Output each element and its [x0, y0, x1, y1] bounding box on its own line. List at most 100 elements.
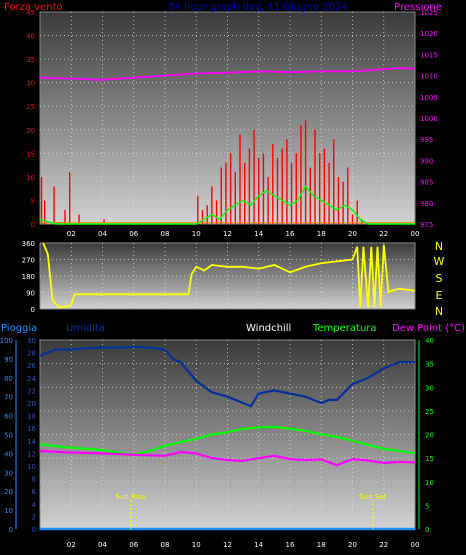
wind-x-ticks: 02 04 06 08 10 12 14 16 18 20 22 00 — [67, 230, 420, 238]
direction-tick-label: 360 — [22, 240, 35, 248]
temperature-tick-label: 40 — [425, 337, 434, 345]
rain-tick-label: 70 — [4, 394, 13, 402]
temperature-tick-label: 0 — [425, 526, 429, 534]
wind-tick-label: 25 — [26, 103, 35, 111]
rain-tick-label: 20 — [4, 488, 13, 496]
temperature-line — [39, 425, 416, 456]
gust-line — [39, 185, 415, 225]
x-tick-label: 06 — [129, 541, 138, 549]
humidity-tick-label: 30 — [27, 337, 36, 345]
sunrise-label: Sun Rise — [115, 493, 145, 501]
wind-bars — [40, 120, 363, 224]
direction-line — [42, 242, 416, 309]
temperature-tick-label: 25 — [425, 408, 434, 416]
sunset-label: Sun Set — [359, 493, 386, 501]
x-tick-label: 12 — [223, 541, 232, 549]
pressure-tick-label: 990 — [420, 157, 433, 165]
wind-grid — [40, 12, 415, 224]
x-tick-label: 14 — [254, 541, 263, 549]
rain-tick-label: 10 — [4, 507, 13, 515]
sun-markers: Sun Rise Sun Set — [115, 493, 387, 529]
rain-tick-label: 100 — [0, 337, 13, 345]
wind-tick-label: 40 — [26, 33, 35, 41]
wind-tick-label: 45 — [26, 9, 35, 17]
rain-axis-title: Pioggia — [1, 323, 37, 334]
direction-line — [42, 242, 416, 309]
x-tick-label: 10 — [192, 541, 201, 549]
x-tick-label: 16 — [286, 230, 295, 238]
temp-lines — [39, 345, 416, 531]
x-tick-label: 12 — [223, 230, 232, 238]
pressure-y-ticks: 975 980 985 990 995 1000 1005 1010 1015 1020 1025 — [420, 9, 438, 229]
direction-tick-label: 270 — [22, 257, 35, 265]
x-tick-label: 02 — [67, 230, 76, 238]
wind-tick-label: 5 — [31, 197, 35, 205]
rain-tick-label: 90 — [4, 356, 13, 364]
rain-tick-label: 60 — [4, 413, 13, 421]
pressure-axis-title: Pressione — [394, 2, 442, 13]
x-tick-label: 04 — [98, 230, 107, 238]
chart-title: 24 hour graph day, 11 Giugno 2024 — [168, 2, 347, 13]
temperature-tick-label: 5 — [425, 502, 429, 510]
humidity-tick-label: 14 — [27, 438, 36, 446]
pressure-line — [39, 67, 416, 81]
compass-label: S — [436, 272, 443, 285]
pressure-tick-label: 985 — [420, 179, 433, 187]
humidity-tick-label: 12 — [27, 450, 36, 458]
humidity-axis-title: Umidita — [66, 323, 105, 334]
temperature-y-ticks: 0 5 10 15 20 25 30 35 40 — [418, 337, 434, 534]
rain-tick-label: 30 — [4, 469, 13, 477]
pressure-tick-label: 995 — [420, 136, 433, 144]
pressure-tick-label: 1005 — [420, 94, 438, 102]
compass-label: N — [435, 240, 443, 253]
x-tick-label: 02 — [67, 541, 76, 549]
humidity-tick-label: 0 — [32, 526, 36, 534]
humidity-tick-label: 24 — [27, 375, 36, 383]
wind-y-ticks: 0 5 10 15 20 25 30 35 40 45 — [26, 9, 35, 229]
humidity-tick-label: 8 — [32, 476, 36, 484]
rain-tick-label: 40 — [4, 450, 13, 458]
rain-y-ticks: 0 10 20 30 40 50 60 70 80 90 100 — [0, 337, 17, 534]
pressure-tick-label: 1020 — [420, 30, 438, 38]
direction-y-ticks: 0 90 180 270 360 — [22, 240, 35, 314]
x-tick-label: 20 — [348, 541, 357, 549]
wind-tick-label: 30 — [26, 80, 35, 88]
dewpoint-line — [39, 449, 416, 467]
compass-label: N — [435, 305, 443, 318]
temperature-tick-label: 15 — [425, 455, 434, 463]
x-tick-label: 08 — [161, 230, 170, 238]
wind-tick-label: 15 — [26, 150, 35, 158]
temperature-tick-label: 10 — [425, 479, 434, 487]
humidity-tick-label: 18 — [27, 413, 36, 421]
wind-lines — [39, 67, 416, 225]
x-tick-label: 18 — [317, 541, 326, 549]
humidity-tick-label: 20 — [27, 400, 36, 408]
direction-tick-label: 180 — [22, 273, 35, 281]
wind-tick-label: 10 — [26, 174, 35, 182]
temp-x-ticks: 02 04 06 08 10 12 14 16 18 20 22 00 — [67, 541, 420, 549]
wind-tick-label: 20 — [26, 127, 35, 135]
wind-tick-label: 35 — [26, 56, 35, 64]
direction-tick-label: 0 — [31, 306, 35, 314]
temperature-tick-label: 20 — [425, 432, 434, 440]
humidity-tick-label: 10 — [27, 463, 36, 471]
x-tick-label: 22 — [379, 541, 388, 549]
pressure-tick-label: 1025 — [420, 9, 438, 17]
humidity-tick-label: 26 — [27, 362, 36, 370]
rain-tick-label: 50 — [4, 432, 13, 440]
pressure-tick-label: 1010 — [420, 73, 438, 81]
x-tick-label: 04 — [98, 541, 107, 549]
temperature-title: Temperatura — [312, 323, 377, 334]
x-tick-label: 00 — [411, 541, 420, 549]
compass-label: W — [434, 255, 445, 268]
x-tick-label: 08 — [161, 541, 170, 549]
humidity-line — [39, 345, 415, 408]
x-tick-label: 00 — [411, 230, 420, 238]
direction-tick-label: 90 — [26, 290, 35, 298]
humidity-tick-label: 16 — [27, 425, 36, 433]
